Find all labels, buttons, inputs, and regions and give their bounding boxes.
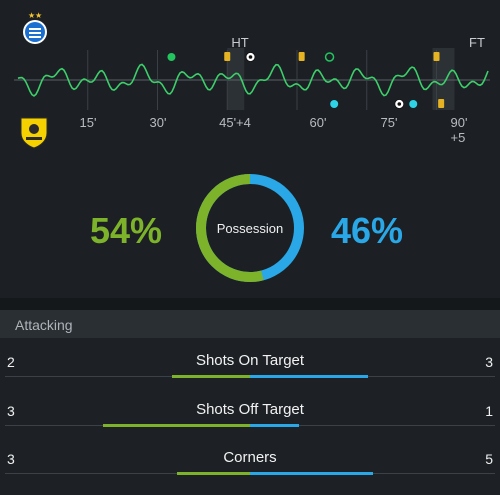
tick-label: 30'	[149, 115, 167, 130]
home-stat-value: 3	[7, 403, 15, 419]
attacking-section-header[interactable]: Attacking	[0, 310, 500, 338]
away-stat-value: 3	[485, 354, 493, 370]
svg-text:★: ★	[35, 11, 42, 20]
home-stat-value: 2	[7, 354, 15, 370]
possession-ring	[196, 174, 304, 282]
cyan-dot-icon	[409, 100, 418, 108]
stoppage-band	[227, 48, 245, 110]
half-time-label: HT	[231, 35, 249, 50]
soccer-ball-patch	[397, 102, 402, 106]
yellow-card-icon	[224, 52, 231, 61]
away-possession-value: 46%	[331, 210, 404, 251]
momentum-line	[17, 63, 489, 97]
away-stat-bar	[250, 375, 368, 378]
tick-label: 15'	[79, 115, 97, 130]
green-circle-icon	[324, 52, 335, 62]
possession-panel: 54% Possession 46%	[0, 165, 500, 298]
away-stat-value: 1	[485, 403, 493, 419]
yellow-card-icon	[438, 99, 445, 108]
full-time-label: FT	[469, 35, 485, 50]
home-stat-bar	[176, 472, 250, 475]
stat-label: Shots On Target	[195, 352, 305, 369]
stats-list: 2 Shots On Target 3 3 Shots Off Target 1…	[0, 338, 500, 495]
momentum-chart	[14, 48, 490, 110]
tick-label: 75'	[380, 115, 398, 130]
tick-label: 45'+4	[219, 115, 251, 130]
section-divider	[0, 298, 500, 310]
away-stat-bar	[250, 424, 299, 427]
away-stat-bar	[250, 472, 373, 475]
yellow-card-icon	[298, 52, 305, 61]
home-stat-value: 3	[7, 451, 15, 467]
svg-text:★: ★	[28, 11, 35, 20]
cyan-dot-icon	[330, 100, 339, 108]
stat-label: Shots Off Target	[196, 401, 304, 418]
home-stat-bar	[171, 375, 250, 378]
home-possession-arc	[196, 174, 304, 282]
soccer-ball-patch	[248, 55, 253, 59]
tick-label: 60'	[309, 115, 327, 130]
green-dot-icon	[167, 53, 176, 61]
stat-row-shots-off-target[interactable]: 3 Shots Off Target 1	[0, 391, 500, 439]
momentum-timeline: ★ ★ HT FT 15' 30' 45'+4 60' 75' 90' +5	[0, 0, 500, 165]
home-stat-bar	[103, 424, 250, 427]
stat-row-corners[interactable]: 3 Corners 5	[0, 439, 500, 487]
section-title: Attacking	[15, 317, 73, 333]
stat-label: Corners	[223, 449, 277, 466]
stat-row-shots-on-target[interactable]: 2 Shots On Target 3	[0, 342, 500, 390]
yellow-card-icon	[433, 52, 440, 61]
stoppage-band	[432, 48, 455, 110]
home-possession-value: 54%	[90, 210, 163, 251]
away-stat-value: 5	[485, 451, 493, 467]
tick-label: 90' +5	[450, 115, 468, 145]
possession-label: Possession	[216, 221, 284, 236]
